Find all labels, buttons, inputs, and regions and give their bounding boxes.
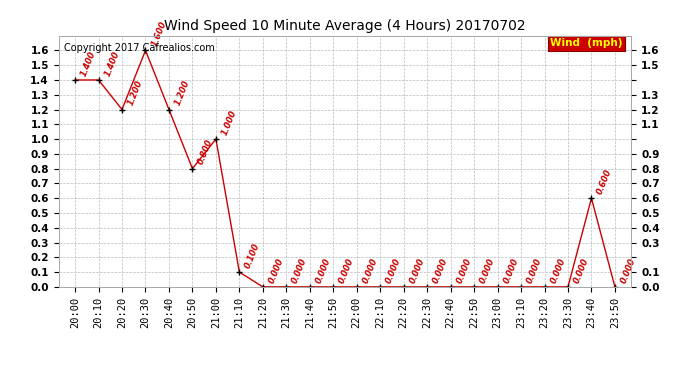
Text: 1.000: 1.000: [220, 109, 239, 136]
Text: 0.000: 0.000: [455, 256, 473, 285]
Text: 1.600: 1.600: [150, 20, 168, 48]
Text: 0.000: 0.000: [267, 256, 286, 285]
Text: 0.000: 0.000: [525, 256, 544, 285]
Text: 1.400: 1.400: [79, 50, 97, 78]
Text: 0.000: 0.000: [314, 256, 333, 285]
Text: 0.000: 0.000: [361, 256, 380, 285]
Title: Wind Speed 10 Minute Average (4 Hours) 20170702: Wind Speed 10 Minute Average (4 Hours) 2…: [164, 19, 526, 33]
Text: Copyright 2017 Cafrealios.com: Copyright 2017 Cafrealios.com: [64, 43, 215, 53]
Text: 0.000: 0.000: [502, 256, 520, 285]
Text: 1.400: 1.400: [103, 50, 121, 78]
Text: 0.800: 0.800: [197, 138, 215, 166]
Text: 0.000: 0.000: [619, 256, 638, 285]
Text: 0.000: 0.000: [384, 256, 403, 285]
Text: 0.000: 0.000: [431, 256, 450, 285]
Text: 0.000: 0.000: [408, 256, 426, 285]
Text: 0.600: 0.600: [595, 168, 614, 196]
Text: 0.000: 0.000: [549, 256, 567, 285]
Text: 0.000: 0.000: [478, 256, 497, 285]
Text: 0.100: 0.100: [244, 242, 262, 270]
Text: 0.000: 0.000: [572, 256, 591, 285]
Text: Wind  (mph): Wind (mph): [550, 38, 623, 48]
Text: 0.000: 0.000: [337, 256, 356, 285]
Text: 0.000: 0.000: [290, 256, 309, 285]
Text: 1.200: 1.200: [173, 79, 192, 107]
Text: 1.200: 1.200: [126, 79, 145, 107]
